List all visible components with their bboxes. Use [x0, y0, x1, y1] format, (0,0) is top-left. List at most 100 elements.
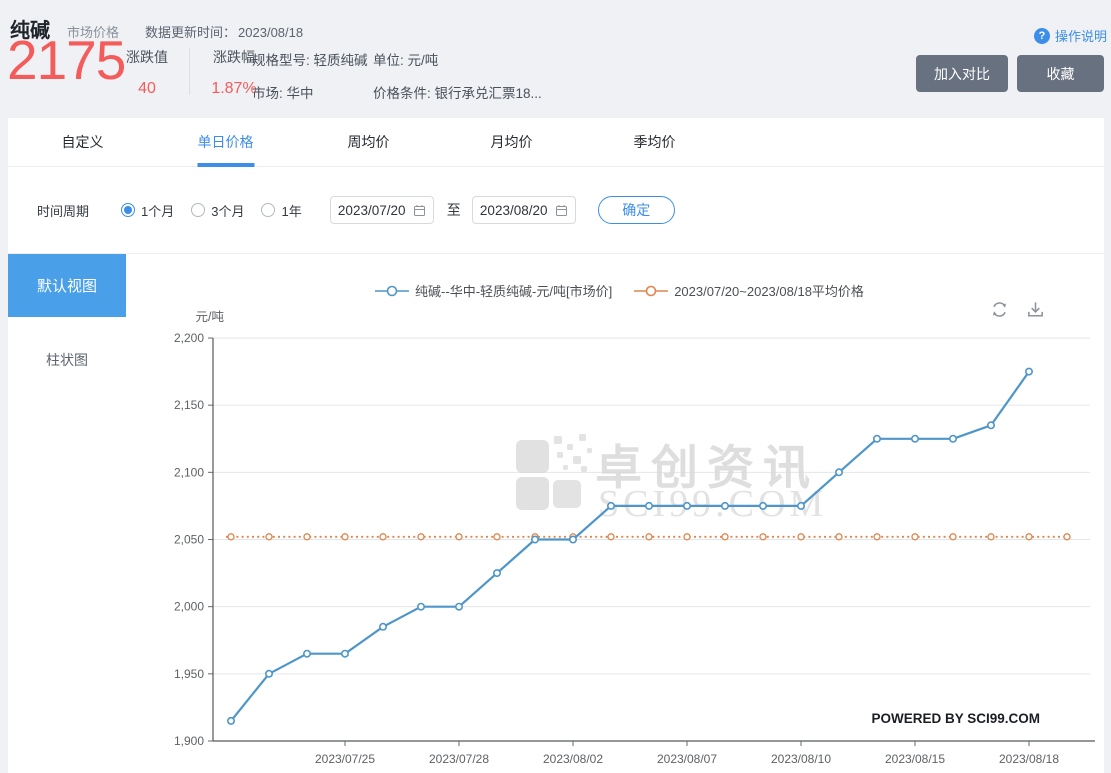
sidebar-item-default-view[interactable]: 默认视图 — [8, 254, 126, 317]
price-data-point — [948, 434, 957, 443]
download-icon[interactable] — [1025, 299, 1046, 320]
radio-unselected-icon — [261, 203, 276, 217]
average-line-marker — [683, 533, 691, 541]
unit-value: 元/吨 — [407, 53, 439, 68]
main-panel: 自定义 单日价格 周均价 月均价 季均价 时间周期 1个月 3个月 1年 202… — [8, 118, 1104, 773]
average-line-marker — [911, 533, 919, 541]
watermark-logo-block — [553, 480, 581, 508]
price-data-point — [682, 501, 691, 510]
tab-monthly-avg[interactable]: 月均价 — [490, 134, 533, 150]
tab-weekly-avg[interactable]: 周均价 — [347, 134, 390, 150]
condition-row: 价格条件: 银行承兑汇票18... — [373, 82, 542, 102]
add-to-compare-button[interactable]: 加入对比 — [916, 55, 1008, 92]
tab-custom[interactable]: 自定义 — [61, 134, 104, 150]
spec-market-column: 规格型号: 轻质纯碱 市场: 华中 — [252, 49, 368, 102]
question-circle-icon: ? — [1033, 27, 1050, 44]
help-label: 操作说明 — [1054, 29, 1107, 44]
end-date-input[interactable]: 2023/08/20 — [471, 196, 576, 224]
price-data-point — [644, 501, 653, 510]
spec-label: 规格型号: — [252, 53, 310, 68]
tab-daily-price[interactable]: 单日价格 — [154, 118, 297, 166]
y-tick-label: 2,100 — [174, 465, 204, 479]
change-pct-block: 涨跌幅 1.87% — [203, 47, 265, 98]
price-data-point — [227, 716, 236, 725]
watermark-logo-dot — [587, 448, 592, 453]
average-line-marker — [645, 533, 653, 541]
change-value: 40 — [138, 80, 156, 97]
price-data-point — [265, 669, 274, 678]
legend-item-series[interactable]: 纯碱--华中-轻质纯碱-元/吨[市场价] — [375, 281, 612, 300]
price-data-point — [606, 501, 615, 510]
average-line-marker — [265, 533, 273, 541]
vertical-divider — [189, 48, 190, 95]
radio-3-months[interactable]: 3个月 — [191, 201, 244, 220]
radio-1-month-label: 1个月 — [141, 203, 175, 219]
price-data-point — [758, 501, 767, 510]
change-pct-value: 1.87% — [211, 80, 257, 97]
chart-toolbar — [989, 299, 1046, 320]
average-line-marker — [721, 533, 729, 541]
average-line-marker — [797, 533, 805, 541]
sidebar-item-bar-chart[interactable]: 柱状图 — [46, 352, 88, 368]
help-link[interactable]: ? 操作说明 — [1033, 26, 1107, 45]
price-data-point — [720, 501, 729, 510]
tab-quarterly-avg[interactable]: 季均价 — [633, 134, 676, 150]
legend-item-average[interactable]: 2023/07/20~2023/08/18平均价格 — [634, 281, 864, 300]
x-tick-label: 2023/08/15 — [885, 752, 945, 766]
watermark-logo-block — [516, 440, 549, 473]
price-data-point — [1024, 367, 1033, 376]
line-marker-icon — [634, 285, 669, 296]
page-title: 纯碱 — [10, 20, 50, 42]
favorite-button[interactable]: 收藏 — [1017, 55, 1104, 92]
time-filter-bar: 时间周期 1个月 3个月 1年 2023/07/20 至 2023/08/20 … — [8, 167, 1104, 254]
price-data-point — [910, 434, 919, 443]
unit-condition-column: 单位: 元/吨 价格条件: 银行承兑汇票18... — [373, 49, 542, 102]
view-sidebar: 默认视图 柱状图 — [8, 254, 135, 772]
price-series-line — [230, 370, 1030, 722]
refresh-icon[interactable] — [989, 299, 1010, 320]
price-data-point — [568, 535, 577, 544]
chart-legend: 纯碱--华中-轻质纯碱-元/吨[市场价] 2023/07/20~2023/08/… — [135, 281, 1104, 300]
average-line-marker — [455, 533, 463, 541]
average-line-marker — [759, 533, 767, 541]
x-tick-label: 2023/08/18 — [999, 752, 1059, 766]
watermark-text-cn: 卓创资讯 — [595, 441, 819, 494]
price-data-point — [530, 535, 539, 544]
average-line-marker — [227, 533, 235, 541]
unit-row: 单位: 元/吨 — [373, 49, 542, 69]
condition-label: 价格条件: — [373, 86, 431, 101]
radio-1-year-label: 1年 — [281, 203, 302, 219]
average-line-marker — [873, 533, 881, 541]
period-label: 时间周期 — [37, 203, 90, 219]
title-row: 纯碱 市场价格 数据更新时间： 2023/08/18 — [10, 14, 305, 43]
chart-section: 默认视图 柱状图 纯碱--华中-轻质纯碱-元/吨[市场价] 2023/07/20… — [8, 254, 1104, 772]
average-line-marker — [987, 533, 995, 541]
change-value-block: 涨跌值 40 — [118, 47, 176, 98]
market-row: 市场: 华中 — [252, 82, 368, 102]
x-tick-label: 2023/07/25 — [315, 752, 375, 766]
average-line-marker — [417, 533, 425, 541]
x-tick-label: 2023/08/02 — [543, 752, 603, 766]
calendar-icon — [555, 204, 567, 216]
price-line-chart[interactable]: 2,200 2,150 2,100 2,050 2,000 1,950 1,900 元/吨卓创… — [135, 254, 1104, 772]
price-data-point — [796, 501, 805, 510]
average-line-marker — [493, 533, 501, 541]
watermark-logo-dot — [563, 465, 568, 470]
current-price: 2175 — [7, 29, 126, 91]
start-date-input[interactable]: 2023/07/20 — [329, 196, 434, 224]
price-change-stats: 涨跌值 40 涨跌幅 1.87% — [118, 47, 265, 98]
y-tick-label: 2,200 — [174, 331, 204, 345]
y-tick-label: 2,000 — [174, 600, 204, 614]
radio-1-month[interactable]: 1个月 — [121, 201, 174, 220]
price-data-point — [986, 421, 995, 430]
radio-1-year[interactable]: 1年 — [261, 201, 302, 220]
average-line-marker — [303, 533, 311, 541]
market-label: 市场: — [252, 86, 283, 101]
spec-value: 轻质纯碱 — [313, 53, 368, 68]
x-tick-label: 2023/08/07 — [657, 752, 717, 766]
legend-series-label: 纯碱--华中-轻质纯碱-元/吨[市场价] — [415, 284, 613, 299]
start-date-value: 2023/07/20 — [337, 202, 406, 218]
change-pct-label: 涨跌幅 — [213, 49, 255, 65]
average-line-marker — [1025, 533, 1033, 541]
confirm-button[interactable]: 确定 — [597, 196, 675, 224]
